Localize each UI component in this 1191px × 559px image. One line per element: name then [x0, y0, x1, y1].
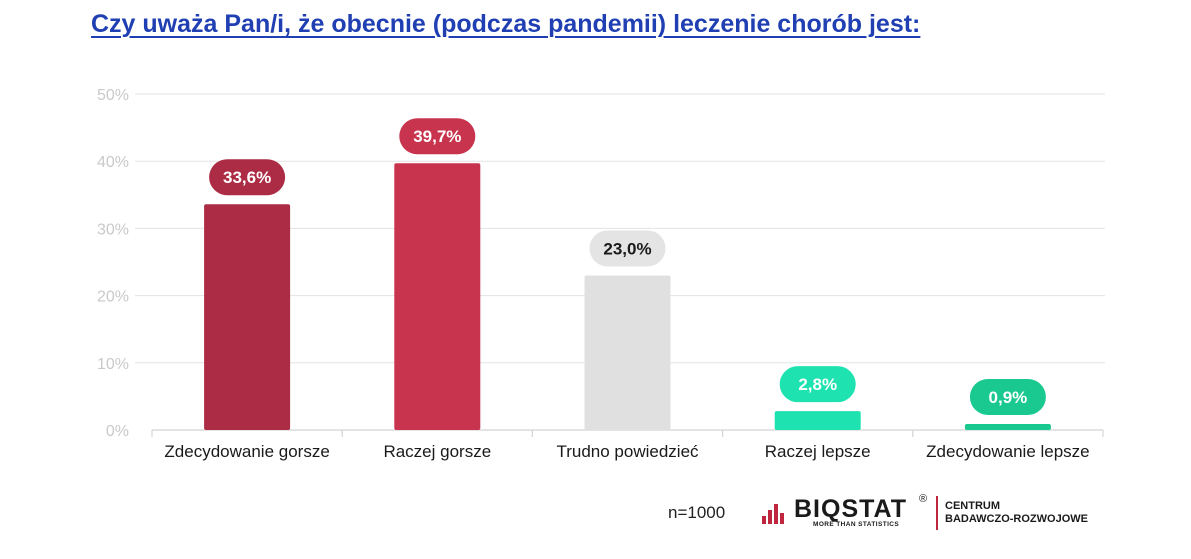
bar: [204, 204, 291, 430]
x-tick-label: Raczej gorsze: [383, 442, 491, 461]
x-tick-label: Trudno powiedzieć: [556, 442, 699, 461]
logo-divider: [936, 496, 938, 530]
data-label: 33,6%: [223, 168, 271, 187]
y-tick-label: 20%: [97, 289, 129, 306]
data-label-badge: [779, 366, 856, 403]
data-label: 39,7%: [413, 127, 461, 146]
data-label: 0,9%: [989, 388, 1028, 407]
data-label: 2,8%: [798, 375, 837, 394]
y-tick-label: 30%: [97, 221, 129, 238]
chart-title: Czy uważa Pan/i, że obecnie (podczas pan…: [91, 10, 921, 38]
data-label: 23,0%: [603, 239, 651, 258]
x-tick-label: Zdecydowanie gorsze: [164, 442, 329, 461]
y-tick-label: 50%: [97, 87, 129, 104]
data-label-badge: [969, 378, 1046, 415]
y-tick-label: 10%: [97, 356, 129, 373]
bar: [964, 423, 1051, 430]
logo-unit-line-2: BADAWCZO-ROZWOJOWE: [945, 513, 1088, 525]
bar-chart: 0% 10% 20% 30% 40% 50% 33,6% Zdecydowanie gorsz…: [97, 87, 1105, 461]
logo-tagline: MORE THAN STATISTICS: [813, 521, 900, 528]
logo-name: BIQSTAT: [794, 495, 908, 523]
logo-unit-name: CENTRUM BADAWCZO-ROZWOJOWE: [945, 500, 1088, 526]
data-label-badge: [209, 159, 286, 196]
x-tick-label: Raczej lepsze: [765, 442, 871, 461]
data-label-badge: [589, 230, 666, 267]
biostat-logo: BIQSTAT ® MORE THAN STATISTICS CENTRUM B…: [762, 493, 1092, 535]
bar: [394, 163, 481, 430]
bar-chart-icon: [762, 504, 784, 524]
registered-mark: ®: [919, 493, 928, 505]
logo-unit-line-1: CENTRUM: [945, 500, 1000, 512]
bar: [774, 411, 861, 430]
data-label-badge: [399, 118, 476, 155]
y-tick-label: 40%: [97, 154, 129, 171]
bar: [584, 275, 671, 430]
y-tick-label: 0%: [106, 423, 129, 440]
x-tick-label: Zdecydowanie lepsze: [926, 442, 1089, 461]
sample-size-label: n=1000: [668, 503, 726, 522]
